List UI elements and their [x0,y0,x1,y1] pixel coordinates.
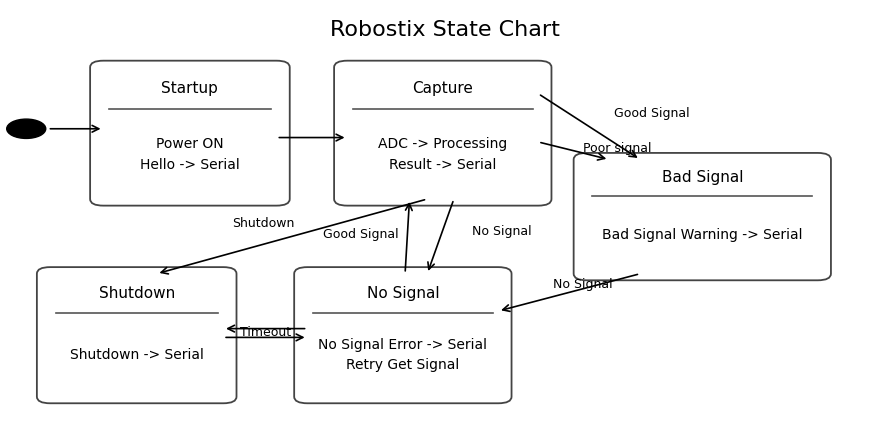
Text: Bad Signal Warning -> Serial: Bad Signal Warning -> Serial [602,228,803,242]
Text: Power ON
Hello -> Serial: Power ON Hello -> Serial [140,137,239,171]
Text: No Signal: No Signal [472,225,531,239]
Text: Poor signal: Poor signal [583,142,651,155]
Text: Robostix State Chart: Robostix State Chart [330,20,560,40]
FancyBboxPatch shape [90,61,290,206]
Text: No Signal: No Signal [553,278,612,291]
Text: ADC -> Processing
Result -> Serial: ADC -> Processing Result -> Serial [378,137,507,171]
Text: Shutdown: Shutdown [99,286,174,301]
Text: Shutdown -> Serial: Shutdown -> Serial [69,348,204,362]
Text: Good Signal: Good Signal [323,228,399,241]
FancyBboxPatch shape [36,267,237,403]
FancyBboxPatch shape [295,267,512,403]
Text: No Signal: No Signal [367,286,439,301]
FancyBboxPatch shape [334,61,552,206]
Text: Timeout: Timeout [240,326,291,339]
Text: Bad Signal: Bad Signal [661,170,743,185]
Text: No Signal Error -> Serial
Retry Get Signal: No Signal Error -> Serial Retry Get Sign… [319,338,488,372]
Text: Startup: Startup [161,81,218,96]
Text: Shutdown: Shutdown [232,217,295,230]
FancyBboxPatch shape [574,153,831,280]
Text: Good Signal: Good Signal [613,107,689,120]
Text: Capture: Capture [412,81,473,96]
Circle shape [7,119,45,138]
